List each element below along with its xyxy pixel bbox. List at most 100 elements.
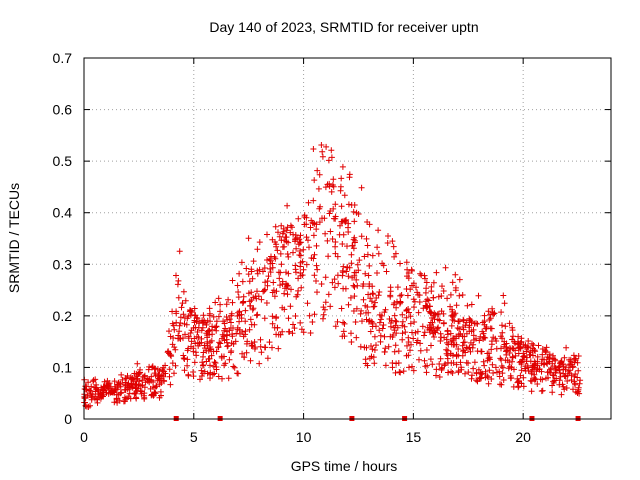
plot-frame bbox=[83, 57, 612, 420]
data-point bbox=[193, 333, 200, 340]
data-point bbox=[350, 282, 357, 289]
data-point bbox=[515, 383, 522, 390]
data-point bbox=[314, 266, 321, 273]
data-point bbox=[508, 364, 515, 371]
data-point bbox=[416, 356, 422, 363]
data-point bbox=[329, 182, 336, 188]
data-point bbox=[322, 274, 329, 281]
data-point bbox=[225, 375, 232, 382]
data-point bbox=[496, 368, 503, 375]
data-point bbox=[423, 303, 430, 310]
data-point bbox=[281, 290, 288, 297]
data-point bbox=[128, 376, 135, 383]
data-point bbox=[440, 310, 447, 317]
data-point bbox=[323, 143, 330, 150]
data-point bbox=[456, 326, 463, 332]
data-point bbox=[412, 329, 419, 336]
data-point bbox=[400, 368, 407, 375]
data-point bbox=[352, 237, 358, 244]
data-point bbox=[448, 341, 455, 348]
data-point bbox=[382, 362, 389, 369]
data-point bbox=[314, 289, 320, 296]
data-point bbox=[362, 356, 369, 363]
data-point bbox=[166, 373, 173, 380]
data-point bbox=[342, 217, 349, 224]
data-point bbox=[283, 227, 290, 234]
data-point bbox=[133, 381, 139, 388]
data-point bbox=[248, 266, 255, 273]
data-point bbox=[488, 346, 495, 353]
data-point bbox=[238, 259, 245, 266]
data-point bbox=[474, 320, 481, 327]
data-point bbox=[270, 279, 277, 286]
data-point bbox=[169, 341, 176, 348]
data-point bbox=[297, 248, 303, 254]
data-point bbox=[106, 380, 113, 387]
data-point bbox=[556, 367, 563, 373]
data-point bbox=[473, 377, 480, 384]
data-point bbox=[370, 303, 377, 310]
data-point bbox=[231, 364, 238, 371]
data-point bbox=[126, 390, 133, 397]
data-point bbox=[116, 380, 123, 387]
data-point bbox=[187, 307, 193, 313]
data-point bbox=[187, 330, 194, 336]
data-point bbox=[319, 148, 326, 155]
data-point bbox=[397, 369, 404, 376]
data-point bbox=[298, 284, 305, 291]
data-point bbox=[204, 332, 211, 339]
data-point bbox=[328, 188, 335, 195]
data-point bbox=[371, 347, 378, 353]
data-point bbox=[103, 389, 110, 396]
data-point bbox=[320, 311, 327, 318]
data-point bbox=[272, 239, 278, 245]
data-point bbox=[371, 360, 378, 367]
data-point bbox=[249, 275, 256, 282]
data-point bbox=[354, 261, 361, 268]
data-point bbox=[185, 313, 192, 320]
data-point bbox=[211, 359, 218, 366]
data-point bbox=[411, 319, 418, 325]
data-point bbox=[543, 360, 550, 366]
data-point bbox=[451, 317, 458, 324]
data-point bbox=[264, 257, 270, 263]
data-point bbox=[518, 367, 525, 374]
data-point bbox=[315, 185, 322, 192]
data-point bbox=[442, 361, 449, 367]
data-point bbox=[260, 268, 266, 275]
data-point bbox=[518, 335, 525, 342]
data-point bbox=[258, 296, 265, 303]
data-point bbox=[181, 367, 188, 374]
data-point bbox=[368, 343, 374, 349]
data-point bbox=[571, 378, 578, 385]
data-point bbox=[223, 301, 230, 308]
data-point bbox=[546, 351, 553, 358]
data-point bbox=[275, 229, 281, 236]
data-point bbox=[232, 338, 239, 345]
data-point bbox=[344, 243, 350, 250]
data-point bbox=[423, 279, 430, 286]
data-point bbox=[322, 184, 329, 191]
data-point bbox=[93, 386, 100, 393]
data-point bbox=[448, 322, 455, 329]
data-point bbox=[396, 300, 403, 307]
data-point bbox=[300, 329, 307, 336]
data-point bbox=[522, 342, 529, 349]
data-point bbox=[185, 372, 192, 379]
data-point bbox=[282, 234, 289, 241]
data-point bbox=[557, 370, 564, 376]
data-point bbox=[466, 324, 473, 331]
data-point bbox=[274, 247, 281, 254]
data-point bbox=[176, 328, 183, 335]
data-point bbox=[175, 277, 182, 284]
data-point bbox=[247, 303, 253, 309]
data-point bbox=[447, 303, 454, 310]
data-point bbox=[473, 335, 479, 342]
data-point bbox=[501, 300, 508, 307]
data-point bbox=[160, 377, 167, 384]
data-point bbox=[208, 352, 215, 359]
data-point bbox=[399, 336, 406, 343]
data-point bbox=[279, 304, 286, 311]
data-point bbox=[284, 202, 291, 209]
data-point bbox=[447, 330, 454, 337]
